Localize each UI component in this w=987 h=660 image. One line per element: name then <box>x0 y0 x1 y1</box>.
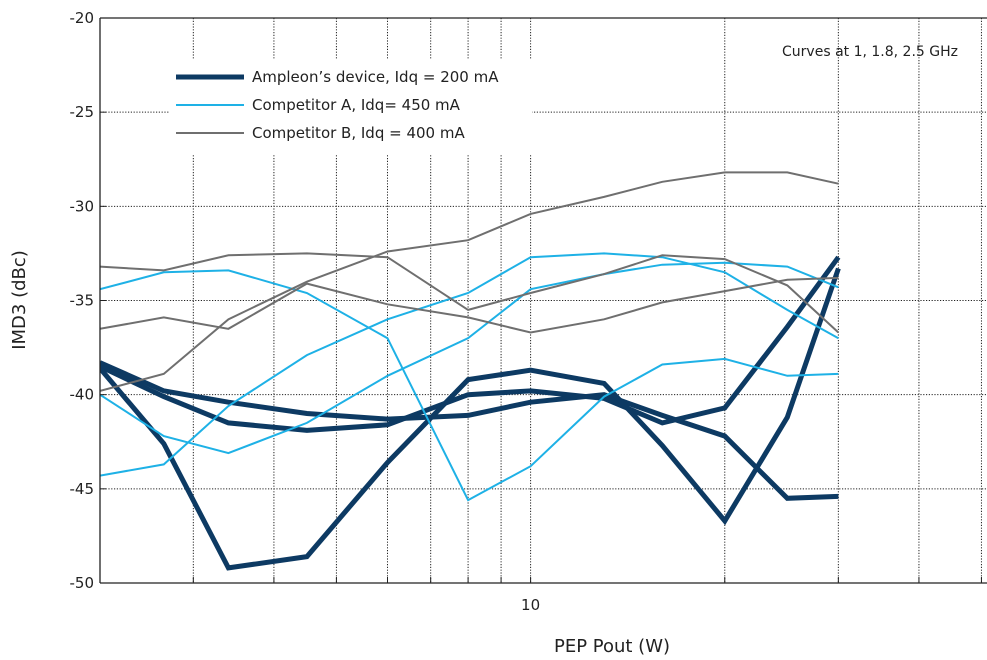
series-line-competitor-a <box>100 252 839 477</box>
y-tick-label: -50 <box>70 574 95 592</box>
legend-label: Ampleon’s device, Idq = 200 mA <box>252 68 499 86</box>
y-tick-label: -45 <box>70 480 95 498</box>
series-line-competitor-a <box>100 269 839 502</box>
y-tick-label: -25 <box>70 103 95 121</box>
legend: Ampleon’s device, Idq = 200 mA Competitor… <box>170 60 532 154</box>
axis-layer: -20 -25 -30 -35 -40 -45 -50 10 <box>70 9 987 614</box>
y-tick-label: -35 <box>70 292 95 310</box>
x-tick-label: 10 <box>521 596 540 614</box>
series-line-competitor-b <box>100 276 839 334</box>
y-axis-title: IMD3 (dBc) <box>9 250 30 350</box>
series-layer <box>100 171 841 571</box>
legend-label: Competitor A, Idq= 450 mA <box>252 96 461 114</box>
series-line-competitor-b <box>100 252 840 334</box>
series-line-ampleon <box>100 360 839 501</box>
series-line-ampleon <box>100 267 841 571</box>
y-tick-label: -20 <box>70 9 95 27</box>
series-line-ampleon <box>100 255 841 433</box>
legend-label: Competitor B, Idq = 400 mA <box>252 124 465 142</box>
x-axis-title: PEP Pout (W) <box>554 636 670 657</box>
y-tick-label: -30 <box>70 197 95 215</box>
series-line-competitor-b <box>100 171 839 392</box>
chart-note: Curves at 1, 1.8, 2.5 GHz <box>782 44 958 60</box>
y-tick-label: -40 <box>70 386 95 404</box>
